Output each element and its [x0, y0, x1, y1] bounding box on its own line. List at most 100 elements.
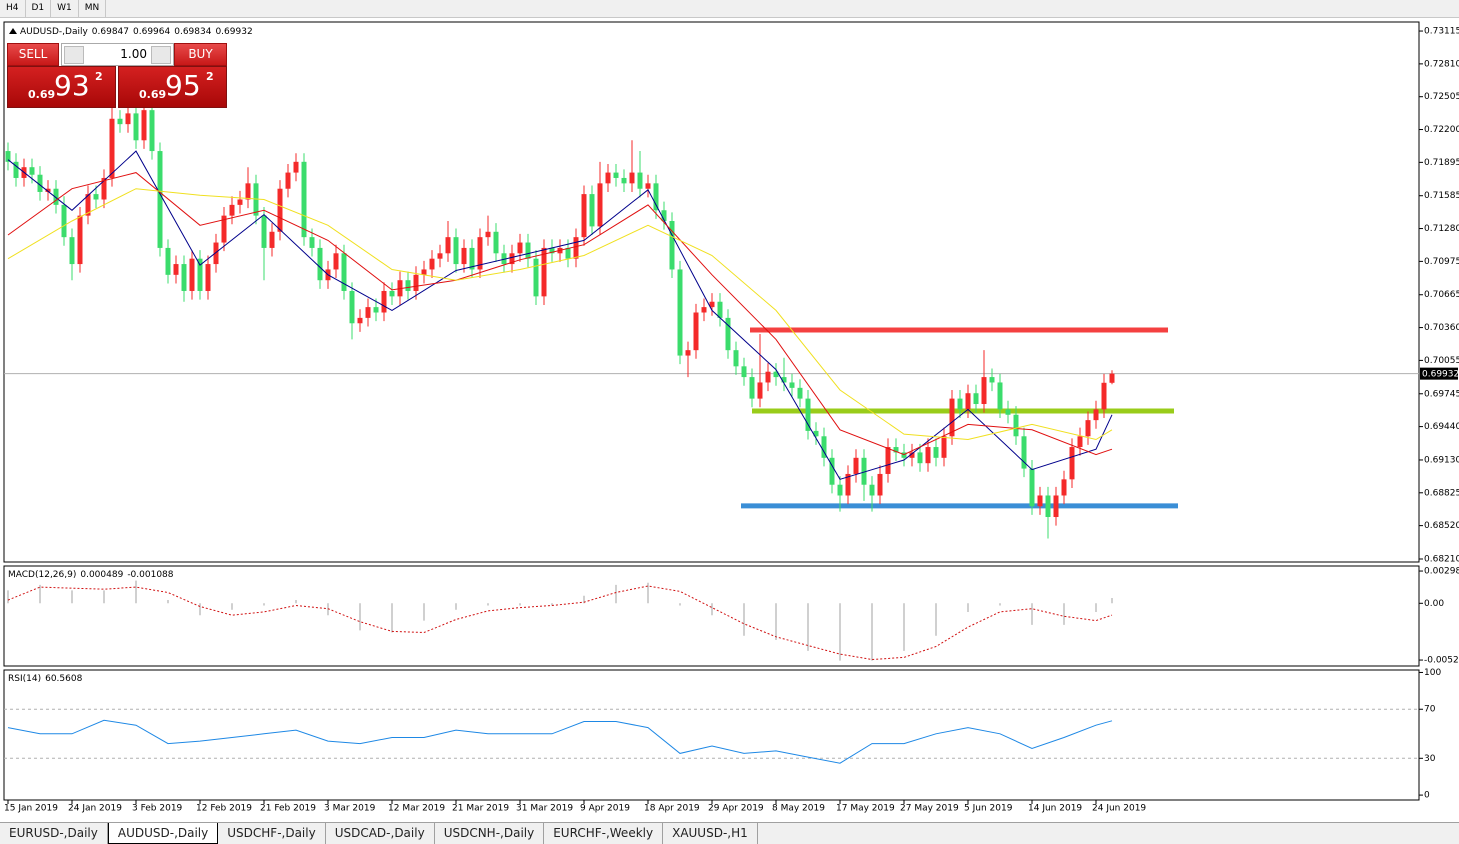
candle-body — [717, 301, 723, 318]
x-tick-label: 15 Jan 2019 — [4, 804, 58, 814]
y-tick-label: -0.00525 — [1424, 656, 1459, 666]
x-tick-label: 27 May 2019 — [900, 804, 959, 814]
lot-size[interactable]: 1.00 — [61, 43, 174, 66]
candle-body — [989, 377, 995, 383]
candle-body — [765, 371, 771, 383]
candle-body — [141, 110, 147, 141]
panel-title: AUDUSD-,Daily 0.69847 0.69964 0.69834 0.6993… — [20, 27, 253, 37]
candle-body — [669, 221, 675, 270]
y-tick-label: 0.73115 — [1424, 27, 1459, 37]
candle-body — [885, 447, 891, 474]
candle-body — [1045, 495, 1051, 518]
candle-body — [101, 177, 107, 200]
sell-button[interactable]: SELL — [7, 43, 59, 66]
candle-body — [645, 183, 651, 189]
candle-body — [797, 387, 803, 399]
candle-body — [909, 452, 915, 458]
candle-body — [213, 242, 219, 265]
price-pips: 95 — [165, 69, 201, 102]
candle-body — [605, 172, 611, 184]
y-tick-label: 0.71895 — [1424, 158, 1459, 168]
lot-increase[interactable] — [151, 46, 171, 64]
candle-body — [925, 447, 931, 464]
x-tick-label: 12 Mar 2019 — [388, 804, 445, 814]
price-tag-label: 0.69932 — [1422, 370, 1459, 380]
chart-tabs: EURUSD-,Daily AUDUSD-,Daily USDCHF-,Daily U… — [0, 822, 1459, 844]
candle-body — [181, 264, 187, 291]
y-tick-label: 0.70055 — [1424, 356, 1459, 366]
candle-body — [445, 237, 451, 254]
timeframe-button[interactable]: D1 — [26, 0, 52, 17]
y-tick-label: 0.70360 — [1424, 323, 1459, 333]
chart-tab[interactable]: EURCHF-,Weekly — [544, 823, 664, 844]
candle-body — [693, 312, 699, 351]
candle-body — [813, 430, 819, 437]
lot-decrease[interactable] — [64, 46, 84, 64]
y-tick-label: 0.002984 — [1424, 567, 1459, 577]
candle-body — [661, 210, 667, 222]
candle-body — [1085, 420, 1091, 437]
candle-body — [501, 253, 507, 265]
candle-body — [125, 113, 131, 125]
sell-price[interactable]: 0.69 93 2 — [7, 66, 116, 108]
candle-body — [725, 317, 731, 351]
candle-body — [13, 161, 19, 178]
timeframe-button[interactable]: MN — [79, 0, 107, 17]
candle-body — [373, 307, 379, 313]
candle-body — [309, 237, 315, 248]
timeframe-button[interactable]: H4 — [0, 0, 26, 17]
candle-body — [205, 264, 211, 291]
candle-body — [405, 280, 411, 291]
timeframe-button[interactable]: W1 — [51, 0, 79, 17]
candle-body — [1101, 382, 1107, 410]
panel-frame — [3, 565, 1420, 667]
chart-tab[interactable]: EURUSD-,Daily — [0, 823, 108, 844]
chart-tab[interactable]: USDCNH-,Daily — [435, 823, 545, 844]
candle-body — [53, 188, 59, 205]
candle-body — [165, 247, 171, 275]
x-tick-label: 9 Apr 2019 — [580, 804, 630, 814]
chart-tab[interactable]: USDCHF-,Daily — [218, 823, 326, 844]
indicator-value: 60.5608 — [45, 674, 82, 684]
x-tick-label: 21 Feb 2019 — [260, 804, 316, 814]
candle-body — [461, 247, 467, 265]
candle-body — [93, 194, 99, 200]
candle-body — [157, 151, 163, 248]
candle-body — [749, 377, 755, 399]
candle-body — [917, 452, 923, 464]
candle-body — [221, 215, 227, 243]
candle-body — [301, 161, 307, 238]
candle-body — [837, 484, 843, 496]
candle-body — [77, 215, 83, 265]
x-tick-label: 18 Apr 2019 — [644, 804, 700, 814]
moving-average — [7, 188, 1113, 441]
symbol-name: AUDUSD-,Daily — [20, 27, 88, 37]
panel-frame — [3, 669, 1420, 801]
candle-body — [45, 188, 51, 192]
rsi-line — [7, 719, 1113, 764]
panel-title: RSI(14) 60.5608 — [8, 674, 83, 684]
candle-body — [997, 382, 1003, 410]
candle-body — [229, 204, 235, 216]
candle-body — [421, 269, 427, 275]
chart-tab[interactable]: AUDUSD-,Daily — [107, 823, 219, 844]
x-tick-label: 3 Mar 2019 — [324, 804, 376, 814]
buy-button[interactable]: BUY — [174, 43, 227, 66]
candle-body — [581, 194, 587, 238]
chart-tab[interactable]: XAUUSD-,H1 — [663, 823, 758, 844]
candle-body — [1053, 495, 1059, 518]
x-tick-label: 21 Mar 2019 — [452, 804, 509, 814]
candle-body — [517, 242, 523, 254]
candle-body — [109, 118, 115, 178]
buy-price[interactable]: 0.69 95 2 — [118, 66, 227, 108]
candle-body — [85, 194, 91, 216]
title-triangle — [9, 28, 17, 34]
candle-body — [357, 317, 363, 324]
x-tick-label: 12 Feb 2019 — [196, 804, 252, 814]
y-tick-label: 0.70975 — [1424, 257, 1459, 267]
price-big: 0.69 — [139, 88, 167, 101]
x-tick-label: 17 May 2019 — [836, 804, 895, 814]
ohlc-value: 0.69847 — [92, 27, 129, 37]
y-tick-label: 0 — [1424, 791, 1430, 801]
chart-tab[interactable]: USDCAD-,Daily — [326, 823, 435, 844]
